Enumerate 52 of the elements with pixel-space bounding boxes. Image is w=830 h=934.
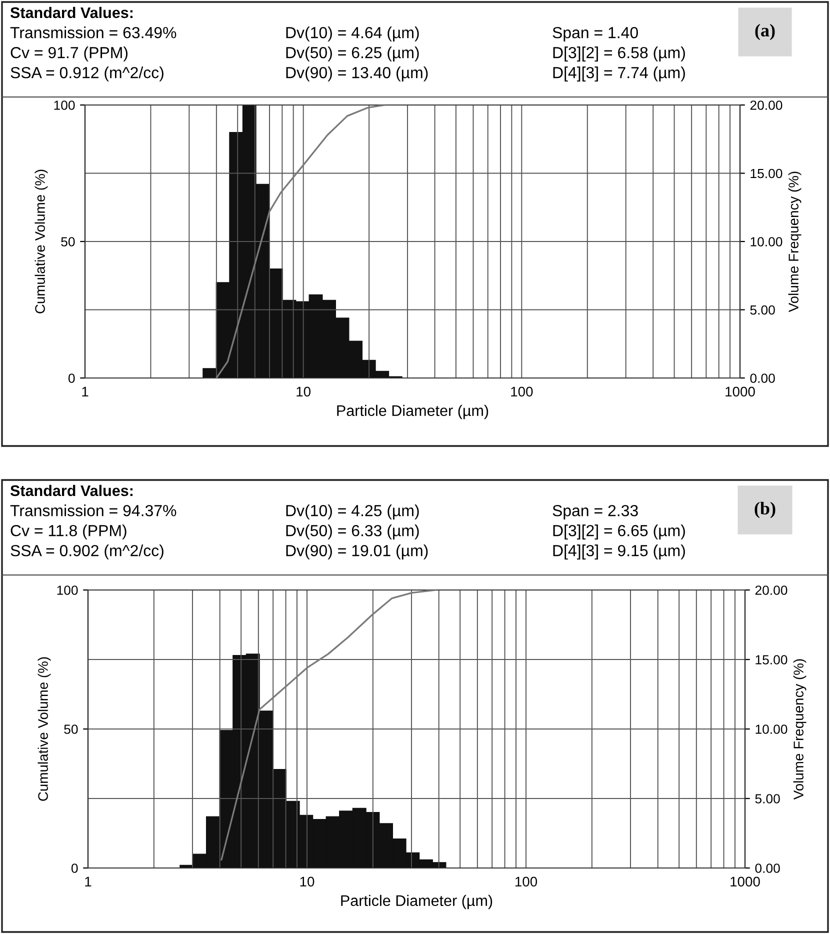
y2-tick-label: 10.00 <box>756 724 788 734</box>
text: Dv(50) = 6.25 (µm) <box>286 46 419 62</box>
y-tick-label: 50 <box>64 724 78 734</box>
text: Cv = 11.8 (PPM) <box>10 524 126 540</box>
x-axis-title: Particle Diameter (µm) <box>341 894 492 910</box>
y2-tick-label: 15.00 <box>756 655 788 664</box>
text: Transmission = 63.49% <box>10 26 176 38</box>
x-tick-label: 100 <box>515 876 538 887</box>
x-tick-label: 1 <box>82 386 88 396</box>
y-tick-label: 100 <box>57 586 78 595</box>
y-tick-label: 100 <box>54 100 75 110</box>
text: Span = 2.33 <box>552 504 638 520</box>
text: Standard Values: <box>10 6 132 18</box>
x-tick-label: 1 <box>85 876 92 886</box>
y-axis-title: Cumulative Volume (%) <box>38 657 51 801</box>
text: Span = 1.40 <box>552 26 638 42</box>
y2-tick-label: 20.00 <box>750 100 782 110</box>
text: D[4][3] = 9.15 (µm) <box>553 544 685 560</box>
y2-tick-label: 5.00 <box>750 305 775 315</box>
text: Transmission = 94.37% <box>10 504 176 516</box>
y2-axis-title: Volume Frequency (%) <box>788 172 802 312</box>
text: (a) <box>755 24 775 40</box>
x-tick-label: 1000 <box>726 386 755 397</box>
y2-tick-label: 10.00 <box>750 237 782 246</box>
text: Standard Values: <box>10 484 132 496</box>
x-tick-label: 1000 <box>730 876 760 887</box>
text: D[3][2] = 6.65 (µm) <box>553 524 685 540</box>
text: D[4][3] = 7.74 (µm) <box>553 66 685 82</box>
y-tick-label: 0 <box>71 864 78 873</box>
y2-tick-label: 15.00 <box>750 168 782 178</box>
x-tick-label: 100 <box>511 386 533 397</box>
text: Cv = 91.7 (PPM) <box>10 46 128 62</box>
y2-tick-label: 0.00 <box>755 864 780 873</box>
y2-axis-title: Volume Frequency (%) <box>793 659 806 800</box>
y-tick-label: 50 <box>61 237 75 246</box>
x-tick-label: 10 <box>296 386 311 397</box>
text: Dv(10) = 4.64 (µm) <box>286 26 419 42</box>
text: SSA = 0.912 (m^2/cc) <box>10 66 164 82</box>
x-axis-title: Particle Diameter (µm) <box>337 404 488 420</box>
y-axis-title: Cumulative Volume (%) <box>34 170 48 314</box>
text: Dv(10) = 4.25 (µm) <box>286 504 419 520</box>
y2-tick-label: 0.00 <box>750 374 775 383</box>
y2-tick-label: 5.00 <box>755 794 780 804</box>
text: (b) <box>754 502 776 518</box>
x-tick-label: 10 <box>300 876 314 887</box>
text: D[3][2] = 6.58 (µm) <box>553 46 685 62</box>
text: Dv(90) = 19.01 (µm) <box>286 544 428 560</box>
text: Dv(50) = 6.33 (µm) <box>286 524 419 540</box>
text: Dv(90) = 13.40 (µm) <box>286 66 428 82</box>
text: SSA = 0.902 (m^2/cc) <box>10 544 164 560</box>
y2-tick-label: 20.00 <box>755 586 788 595</box>
y-tick-label: 0 <box>68 374 75 383</box>
